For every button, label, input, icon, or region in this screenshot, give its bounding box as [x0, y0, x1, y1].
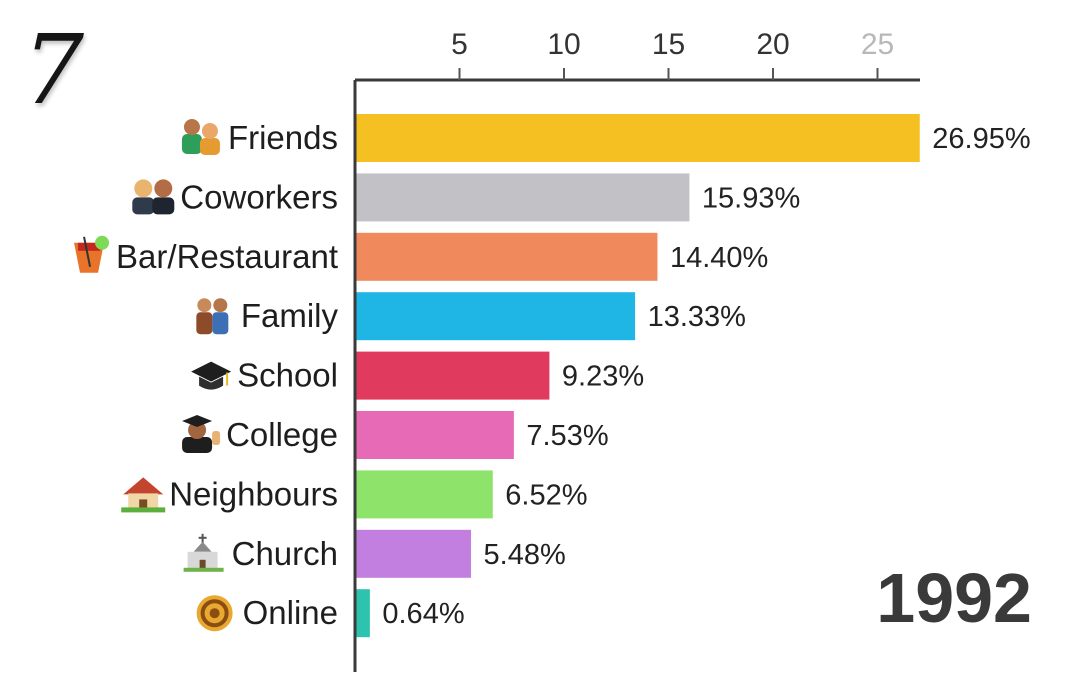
church-icon — [183, 533, 224, 572]
category-label: Family — [241, 297, 339, 334]
bar-school — [356, 351, 550, 400]
category-label: Friends — [228, 119, 338, 156]
x-tick-label: 10 — [547, 28, 580, 61]
x-axis-ticks: 5 10 15 20 25 — [451, 28, 894, 80]
category-label: Neighbours — [169, 475, 338, 512]
category-label: Church — [232, 535, 338, 572]
cocktail-icon — [74, 235, 110, 273]
house-icon — [121, 477, 166, 513]
value-label: 26.95% — [932, 123, 1030, 155]
category-label: Online — [243, 594, 338, 631]
family-icon — [196, 298, 229, 335]
value-label: 15.93% — [702, 182, 800, 214]
bar-church — [356, 529, 472, 578]
category-label: College — [226, 416, 338, 453]
bar-college — [356, 411, 514, 459]
bar-family — [356, 292, 636, 341]
value-label: 7.53% — [526, 420, 608, 452]
bar-neighbours — [356, 470, 493, 519]
x-tick-label: 25 — [861, 28, 894, 61]
value-label: 14.40% — [670, 242, 768, 274]
bar-online — [356, 589, 370, 638]
category-labels: Friends Coworkers Bar/Restaurant Family Scho… — [116, 119, 338, 631]
value-label: 0.64% — [382, 598, 464, 630]
value-label: 9.23% — [562, 361, 644, 393]
bars — [356, 114, 920, 638]
bar-coworkers — [356, 173, 690, 222]
graduation-cap-icon — [191, 361, 232, 390]
friends-icon — [181, 119, 220, 155]
x-tick-label: 20 — [756, 28, 789, 61]
bar-friends — [356, 114, 920, 162]
value-label: 13.33% — [648, 301, 746, 333]
category-label: Coworkers — [180, 178, 338, 215]
axis-layer — [353, 78, 920, 672]
value-label: 6.52% — [505, 479, 587, 511]
value-labels: 26.95% 15.93% 14.40% 13.33%9.23% 7.53% 6.52% 5… — [382, 123, 1030, 630]
year-label: 1992 — [876, 559, 1032, 637]
x-tick-label: 15 — [652, 28, 685, 61]
x-tick-label: 5 — [451, 28, 468, 61]
coworkers-icon — [132, 179, 175, 215]
value-label: 5.48% — [484, 539, 566, 571]
bar-bar-restaurant — [356, 232, 658, 281]
category-label: School — [237, 357, 338, 394]
at-sign-icon — [196, 595, 233, 632]
category-icons — [74, 119, 233, 632]
category-label: Bar/Restaurant — [116, 238, 338, 275]
graduate-icon — [182, 415, 221, 453]
